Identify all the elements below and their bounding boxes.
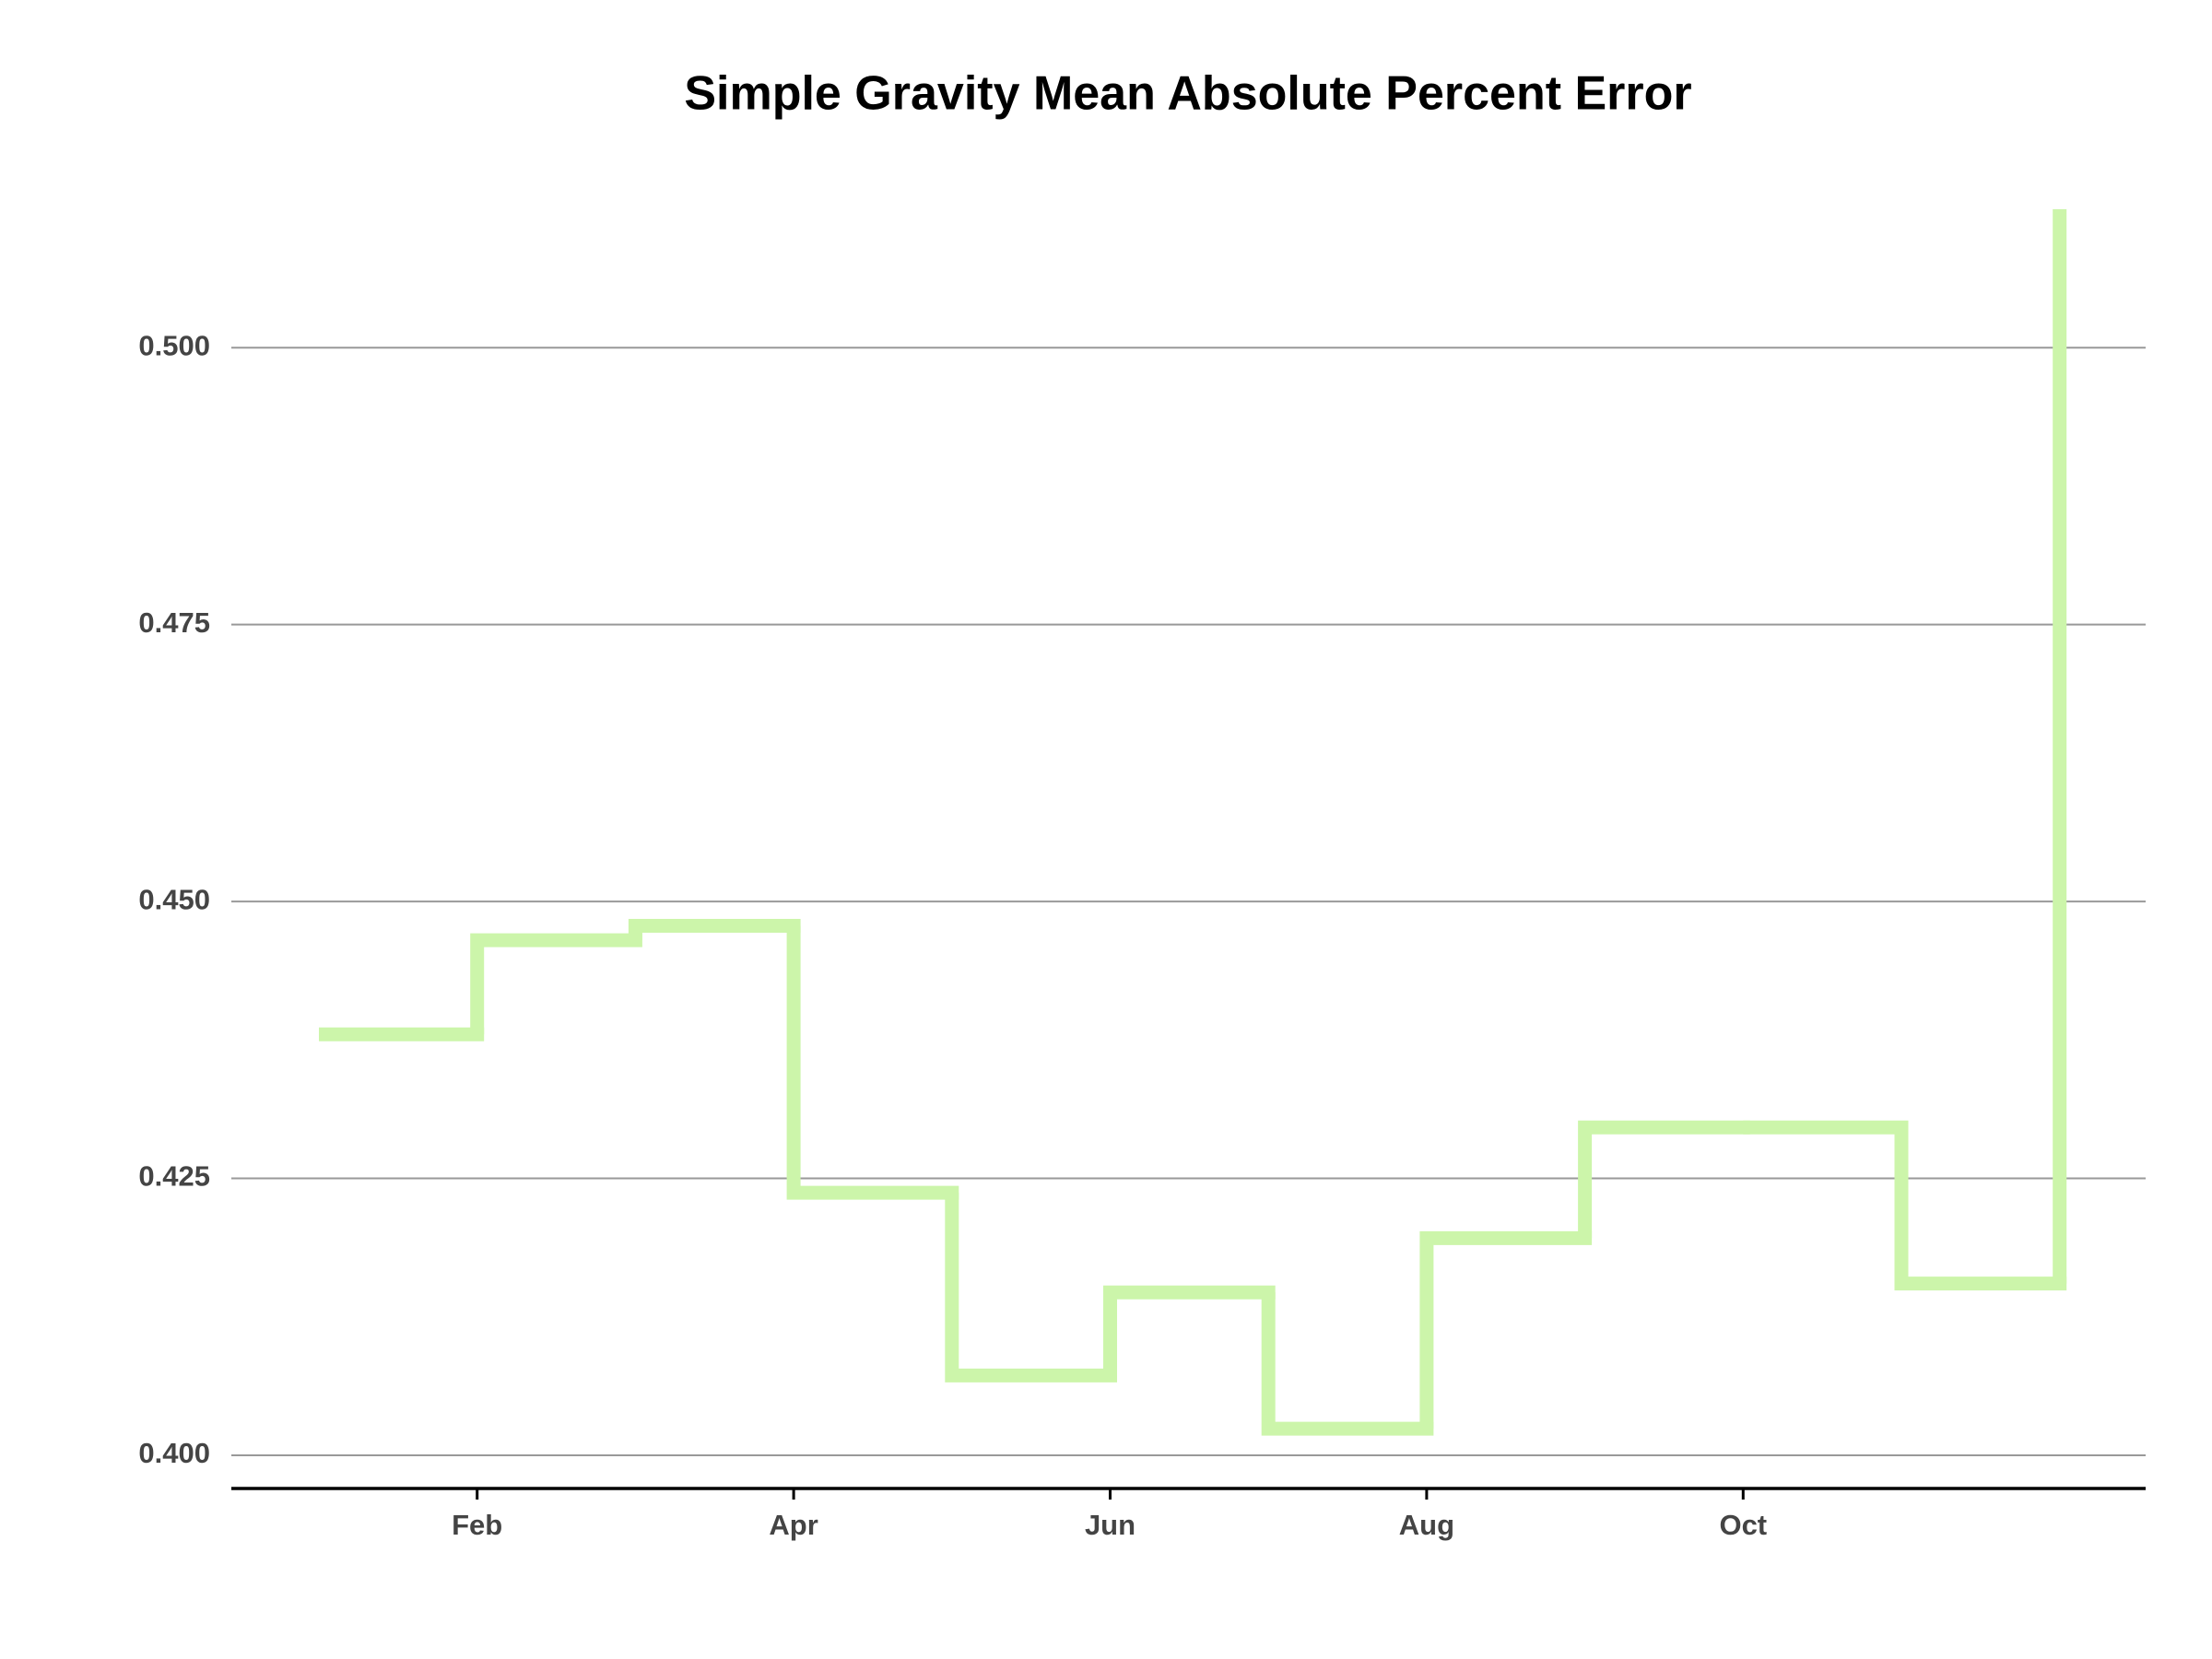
step-segment (628, 919, 801, 941)
x-tick-label: Aug (1399, 1509, 1454, 1541)
step-segment (786, 925, 959, 1200)
y-tick-label: 0.500 (138, 329, 210, 361)
x-tick-label: Feb (452, 1509, 502, 1541)
step-segment (1894, 1127, 2067, 1291)
y-tick-label: 0.450 (138, 883, 210, 915)
step-segment (1419, 1230, 1593, 1430)
y-tick-label: 0.475 (138, 606, 210, 639)
step-segment (470, 933, 642, 1035)
step-segment (1578, 1120, 1750, 1239)
step-segment (1261, 1292, 1434, 1436)
step-segment (945, 1193, 1117, 1382)
x-tick-label: Apr (769, 1509, 818, 1541)
x-tick-label: Jun (1085, 1509, 1135, 1541)
chart-title: Simple Gravity Mean Absolute Percent Err… (684, 67, 1691, 121)
x-tick-label: Oct (1719, 1509, 1767, 1541)
y-tick-label: 0.425 (138, 1160, 210, 1193)
step-segment (1103, 1285, 1276, 1376)
y-tick-label: 0.400 (138, 1437, 210, 1469)
